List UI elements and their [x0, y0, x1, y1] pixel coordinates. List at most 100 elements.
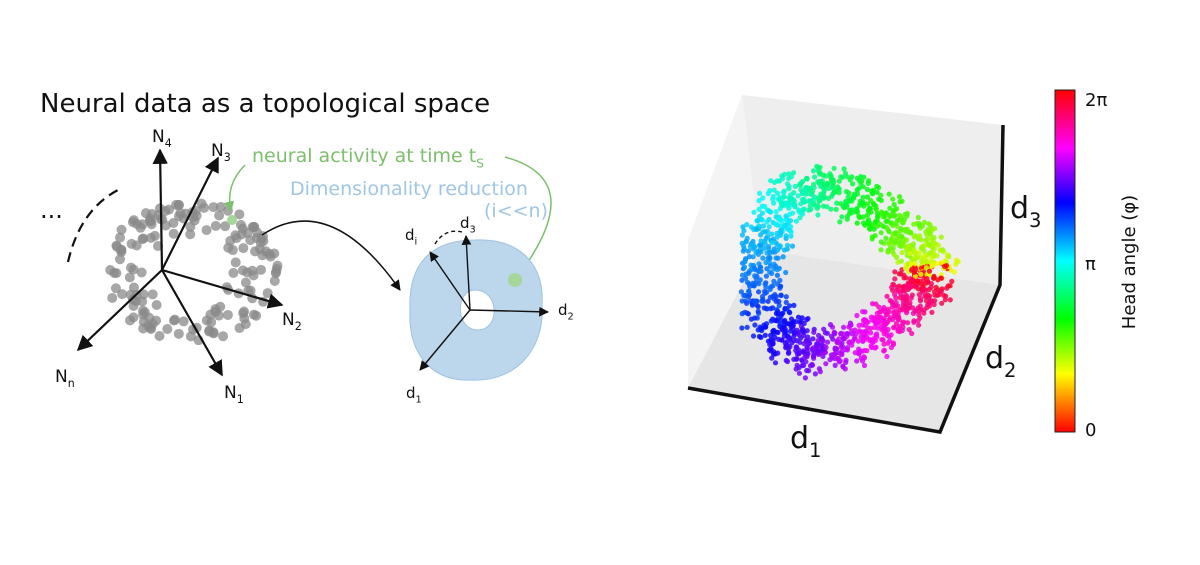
embedding-dot: [893, 295, 899, 301]
embedding-dot: [767, 188, 773, 194]
neuron-dot: [228, 267, 239, 278]
embedding-dot: [949, 278, 955, 284]
neuron-dot: [185, 229, 196, 240]
title: Neural data as a topological space: [40, 89, 490, 119]
embedding-dot: [739, 325, 745, 331]
embedding-dot: [791, 201, 798, 207]
embedding-dot: [788, 195, 794, 201]
neuron-dot: [138, 233, 149, 244]
embedding-dot: [947, 283, 953, 289]
embedding-dot: [882, 213, 888, 219]
embedding-dot: [788, 320, 794, 326]
embedding-dot: [931, 253, 937, 259]
embedding-dot: [787, 303, 793, 309]
label-sub: n: [68, 377, 75, 390]
embedding-dot: [864, 194, 871, 200]
embedding-dot: [907, 251, 913, 257]
embedding-dot: [883, 235, 889, 241]
embedding-dot: [769, 355, 775, 361]
label-base: d: [985, 341, 1004, 376]
embedding-dot: [919, 245, 925, 251]
embedding-dot: [784, 246, 790, 252]
embedding-dot: [896, 327, 902, 333]
embedding-dot: [755, 304, 761, 310]
neuron-dot: [215, 202, 226, 213]
embedding-dot: [878, 192, 884, 198]
embedding-dot: [874, 321, 880, 327]
neuron-dot: [257, 250, 268, 261]
embedding-dot: [800, 349, 806, 355]
neuron-dot: [201, 315, 212, 326]
neuron-dot: [168, 315, 179, 326]
embedding-dot: [743, 275, 749, 281]
embedding-dot: [832, 345, 838, 351]
neuron-dot: [110, 283, 121, 294]
embedding-dot: [778, 227, 784, 233]
embedding-dot: [750, 280, 756, 286]
embedding-dot: [815, 338, 821, 344]
embedding-dot: [779, 311, 785, 317]
colorbar-ticks: 2π π 0: [1085, 90, 1107, 441]
embedding-dot: [847, 177, 853, 183]
neuron-dot: [225, 235, 236, 246]
neuron-dot: [251, 310, 262, 321]
embedding-dot: [878, 230, 884, 236]
embedding-dot: [774, 272, 781, 278]
embedding-dot: [874, 210, 881, 216]
embedding-dot: [806, 337, 812, 344]
neuron-dot: [210, 306, 221, 317]
neuron-dot: [154, 331, 165, 342]
embedding-dot: [751, 265, 758, 271]
embedding-dot: [741, 243, 747, 249]
embedding-dot: [816, 332, 822, 339]
embedding-dot: [838, 174, 844, 180]
embedding-dot: [889, 235, 895, 241]
neuron-dot: [136, 267, 147, 278]
embedding-dot: [898, 226, 904, 232]
embedding-dot: [787, 218, 794, 224]
embedding-dot: [744, 222, 750, 228]
embedding-dot: [923, 287, 929, 293]
embedding-dot: [910, 305, 916, 311]
embedding-dot: [775, 329, 781, 336]
embedding-dot: [776, 298, 782, 304]
embedding-dot: [758, 238, 764, 244]
embedding-dot: [799, 191, 805, 197]
neuron-dot: [116, 224, 127, 235]
embedding-dot: [939, 300, 945, 306]
embedding-dot: [886, 334, 892, 340]
neuron-dot: [208, 202, 219, 213]
embedding-dot: [896, 240, 903, 246]
embedding-dot: [951, 269, 958, 275]
embedding-dot: [742, 259, 748, 265]
embedding-dot: [854, 358, 860, 364]
embedding-dot: [842, 170, 849, 176]
axis-label: d3: [460, 214, 476, 236]
embedding-dot: [916, 322, 922, 328]
embedding-dot: [926, 241, 932, 247]
neuron-dot: [145, 322, 156, 333]
label-sub: 2: [1004, 359, 1016, 382]
axis-label: d3: [1010, 191, 1041, 232]
axis-label: d1: [790, 421, 821, 462]
green-arrows: [223, 156, 552, 277]
neuron-dot: [128, 264, 139, 275]
embedding-dot: [896, 217, 902, 223]
embedding-dot: [788, 233, 794, 239]
neuron-dot: [220, 221, 231, 232]
reduction-note: (i<<n): [484, 200, 548, 222]
embedding-dot: [841, 324, 847, 330]
neuron-dot: [230, 257, 241, 268]
embedding-dot: [851, 336, 857, 342]
embedding-dot: [897, 199, 903, 205]
axis-label: N1: [224, 383, 244, 406]
neuron-dot: [185, 221, 196, 232]
embedding-dot: [803, 359, 809, 365]
embedding-dot: [752, 273, 758, 279]
embedding-dot: [901, 272, 907, 278]
embedding-dot: [937, 289, 943, 295]
embedding-dot: [832, 362, 838, 368]
embedding-dot: [767, 250, 773, 256]
embedding-dot: [902, 265, 909, 271]
embedding-dot: [770, 337, 776, 343]
